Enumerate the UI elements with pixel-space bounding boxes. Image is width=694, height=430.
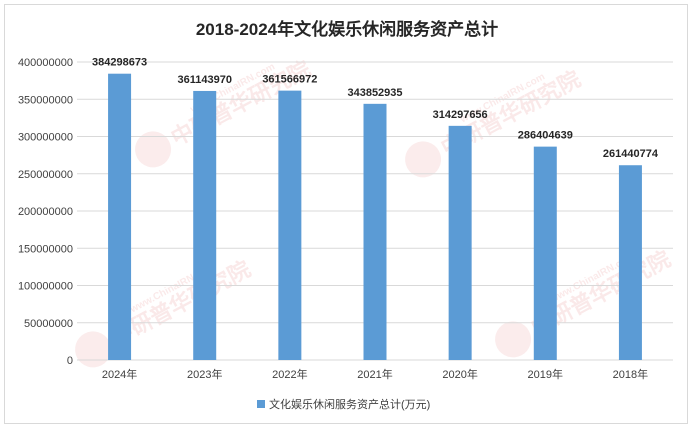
bar xyxy=(533,146,557,360)
data-label: 261440774 xyxy=(603,148,659,160)
y-tick-label: 250000000 xyxy=(18,169,73,181)
x-tick-label: 2018年 xyxy=(613,367,648,381)
data-labels: 384298673 361143970 361566972 343852935 3142… xyxy=(92,57,659,161)
chart-frame: 中研普华研究院 www.ChinaIRN.com 中研普华研究院 www.ChinaI… xyxy=(4,4,688,424)
watermark-logo-icon xyxy=(405,141,442,178)
data-label: 286404639 xyxy=(518,130,573,142)
data-label: 343852935 xyxy=(347,87,402,99)
y-tick-label: 50000000 xyxy=(24,318,73,330)
legend: 文化娱乐休闲服务资产总计(万元) xyxy=(257,397,430,411)
y-tick-label: 200000000 xyxy=(18,206,73,218)
bars xyxy=(108,73,642,361)
bar xyxy=(448,125,472,361)
chart-title: 2018-2024年文化娱乐休闲服务资产总计 xyxy=(196,19,498,39)
x-axis-ticks: 2024年 2023年 2022年 2021年 2020年 2019年 2018年 xyxy=(102,367,648,381)
x-tick-label: 2019年 xyxy=(528,367,563,381)
bar xyxy=(618,165,642,360)
data-label: 314297656 xyxy=(433,109,488,121)
data-label: 361566972 xyxy=(262,74,317,86)
bar xyxy=(193,90,217,360)
x-tick-label: 2024年 xyxy=(102,367,137,381)
data-label: 361143970 xyxy=(177,74,231,86)
legend-swatch xyxy=(257,400,265,408)
y-tick-label: 350000000 xyxy=(18,94,73,106)
x-tick-label: 2023年 xyxy=(187,367,222,381)
y-tick-label: 100000000 xyxy=(18,281,73,293)
watermark-logo-icon xyxy=(495,321,532,358)
bar xyxy=(278,90,302,361)
y-tick-label: 0 xyxy=(67,355,73,367)
x-tick-label: 2020年 xyxy=(442,367,477,381)
data-label: 384298673 xyxy=(92,57,147,69)
y-axis-ticks: 0 50000000 100000000 150000000 200000000 2500… xyxy=(18,57,73,367)
bar xyxy=(363,103,387,361)
y-tick-label: 300000000 xyxy=(18,132,73,144)
y-tick-label: 150000000 xyxy=(18,243,73,255)
bar xyxy=(108,73,132,361)
legend-label: 文化娱乐休闲服务资产总计(万元) xyxy=(269,397,430,411)
watermark-logo-icon xyxy=(135,131,172,168)
y-tick-label: 400000000 xyxy=(18,57,73,69)
watermark-logo-icon xyxy=(75,331,112,368)
x-tick-label: 2022年 xyxy=(272,367,307,381)
x-tick-label: 2021年 xyxy=(357,367,392,381)
